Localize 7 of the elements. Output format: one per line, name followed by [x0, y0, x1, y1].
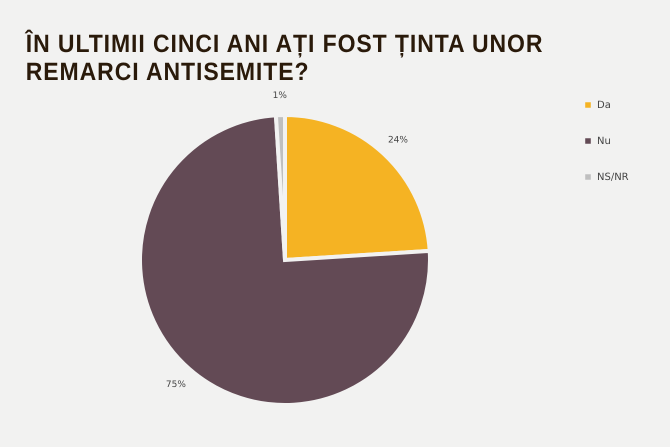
data-label: 75%	[166, 380, 186, 390]
data-label: 1%	[272, 91, 288, 102]
chart-title: ÎN ULTIMII CINCI ANI AȚI FOST ȚINTA UNOR REMARCI ANTISEMITE?	[24, 28, 544, 86]
legend-label: Da	[597, 100, 611, 111]
legend-label: NS/NR	[597, 172, 629, 183]
legend-label: Nu	[597, 136, 611, 147]
data-label: 24%	[388, 136, 408, 146]
